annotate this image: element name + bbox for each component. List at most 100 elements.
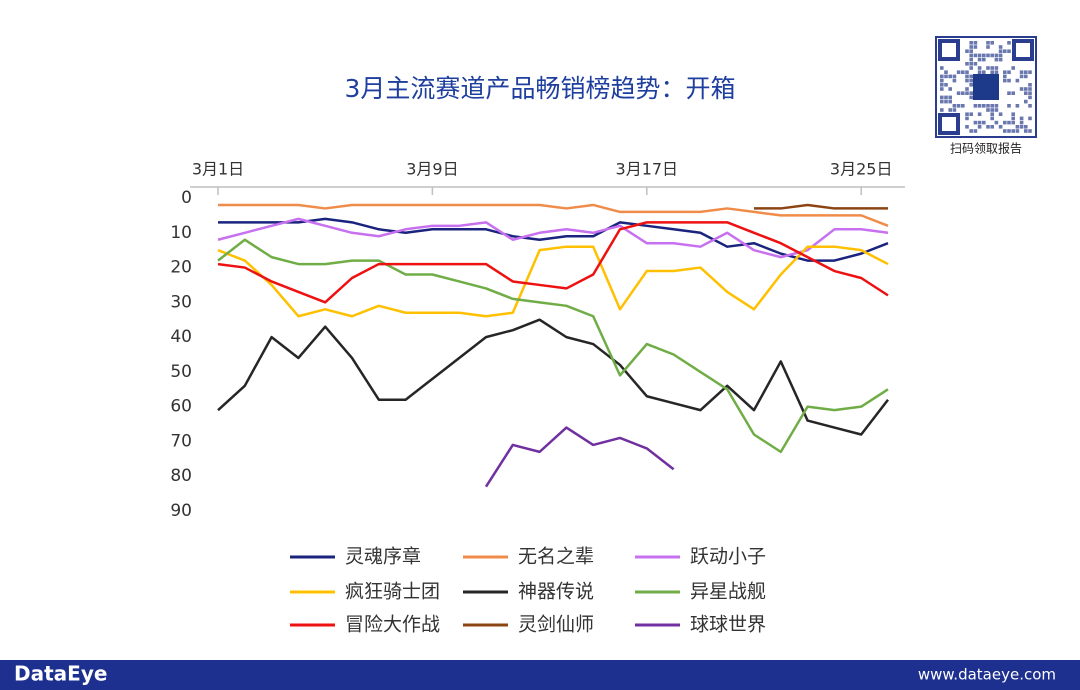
y-tick-label: 0 <box>181 188 192 208</box>
qr-dot <box>969 66 973 70</box>
qr-dot <box>956 104 961 108</box>
qr-dot <box>952 104 957 108</box>
footer-brand: DataEye <box>14 662 107 686</box>
qr-dot <box>969 95 973 100</box>
qr-dot <box>1007 120 1011 125</box>
series-line <box>217 318 889 436</box>
qr-dot <box>1024 91 1028 95</box>
qr-dot <box>977 104 982 108</box>
x-tick-label: 3月1日 <box>192 160 244 179</box>
y-tick-label: 80 <box>170 466 192 486</box>
qr-dot <box>994 53 999 58</box>
qr-dot <box>998 57 1003 62</box>
qr-dot <box>994 70 999 74</box>
qr-dot <box>948 87 952 91</box>
qr-dot <box>961 91 965 95</box>
qr-dot <box>940 87 944 91</box>
qr-dot <box>969 91 973 95</box>
qr-dot <box>969 53 973 58</box>
y-tick-label: 20 <box>170 258 192 278</box>
qr-dot <box>969 74 973 79</box>
qr-dot <box>973 62 978 66</box>
y-tick-label: 30 <box>170 292 192 312</box>
qr-dot <box>1011 112 1015 116</box>
y-tick-label: 70 <box>170 431 192 451</box>
qr-dot <box>977 66 982 70</box>
qr-dot <box>1003 74 1007 79</box>
qr-dot <box>1015 125 1020 129</box>
qr-dot <box>1019 116 1024 121</box>
qr-dot <box>1007 91 1011 95</box>
qr-dot <box>969 62 973 66</box>
qr-dot <box>986 108 990 112</box>
qr-dot <box>973 129 978 133</box>
y-tick-label: 40 <box>170 327 192 347</box>
qr-dot <box>990 108 994 112</box>
qr-dot <box>986 104 990 108</box>
qr-dot <box>998 49 1003 53</box>
qr-dot <box>948 74 952 79</box>
qr-dot <box>965 112 969 116</box>
legend-label: 无名之辈 <box>518 546 594 568</box>
qr-dot <box>965 125 969 129</box>
qr-dot <box>998 125 1003 129</box>
qr-dot <box>956 91 961 95</box>
qr-dot <box>990 53 994 58</box>
qr-dot <box>965 87 969 91</box>
qr-dot <box>990 104 994 108</box>
qr-dot <box>990 70 994 74</box>
qr-dot <box>1007 129 1011 133</box>
legend-label: 球球世界 <box>690 614 766 636</box>
qr-dot <box>1011 129 1015 133</box>
qr-dot <box>986 66 990 70</box>
qr-dot <box>1011 116 1015 121</box>
qr-dot <box>977 112 982 116</box>
qr-dot <box>1003 120 1007 125</box>
qr-dot <box>986 53 990 58</box>
y-tick-label: 60 <box>170 397 192 417</box>
qr-dot <box>1024 129 1028 133</box>
qr-dot <box>998 112 1003 116</box>
qr-dot <box>986 45 990 49</box>
qr-dot <box>965 78 969 83</box>
qr-dot <box>977 70 982 74</box>
qr-dot <box>940 83 944 87</box>
chart-title: 3月主流赛道产品畅销榜趋势：开箱 <box>345 74 736 103</box>
qr-dot <box>944 74 948 79</box>
qr-dot <box>990 112 994 116</box>
qr-dot <box>1007 78 1011 83</box>
qr-dot <box>1003 78 1007 83</box>
qr-dot <box>1007 70 1011 74</box>
qr-dot <box>961 70 965 74</box>
qr-dot <box>948 95 952 100</box>
qr-dot <box>977 120 982 125</box>
qr-dot <box>944 70 948 74</box>
legend-label: 灵剑仙师 <box>518 614 594 636</box>
qr-dot <box>948 108 952 112</box>
qr-dot <box>1003 70 1007 74</box>
qr-dot <box>982 53 986 58</box>
qr-dot <box>940 95 944 100</box>
qr-dot <box>961 104 965 108</box>
series-line <box>217 245 889 318</box>
qr-dot <box>944 83 948 87</box>
qr-dot <box>965 116 969 121</box>
qr-dot <box>986 41 990 45</box>
qr-dot <box>952 78 957 83</box>
series-line <box>218 203 889 227</box>
qr-dot <box>982 57 986 62</box>
qr-dot <box>969 129 973 133</box>
qr-dot <box>944 99 948 104</box>
qr-dot <box>965 49 969 53</box>
qr-dot <box>1028 70 1032 74</box>
qr-dot <box>1019 87 1024 91</box>
legend-label: 冒险大作战 <box>345 614 440 636</box>
qr-dot <box>1024 99 1028 104</box>
qr-dot <box>952 74 957 79</box>
qr-dot <box>1028 104 1032 108</box>
qr-dot <box>969 112 973 116</box>
legend-label: 疯狂骑士团 <box>345 581 440 603</box>
qr-dot <box>998 45 1003 49</box>
qr-dot <box>990 125 994 129</box>
qr-dot <box>977 57 982 62</box>
